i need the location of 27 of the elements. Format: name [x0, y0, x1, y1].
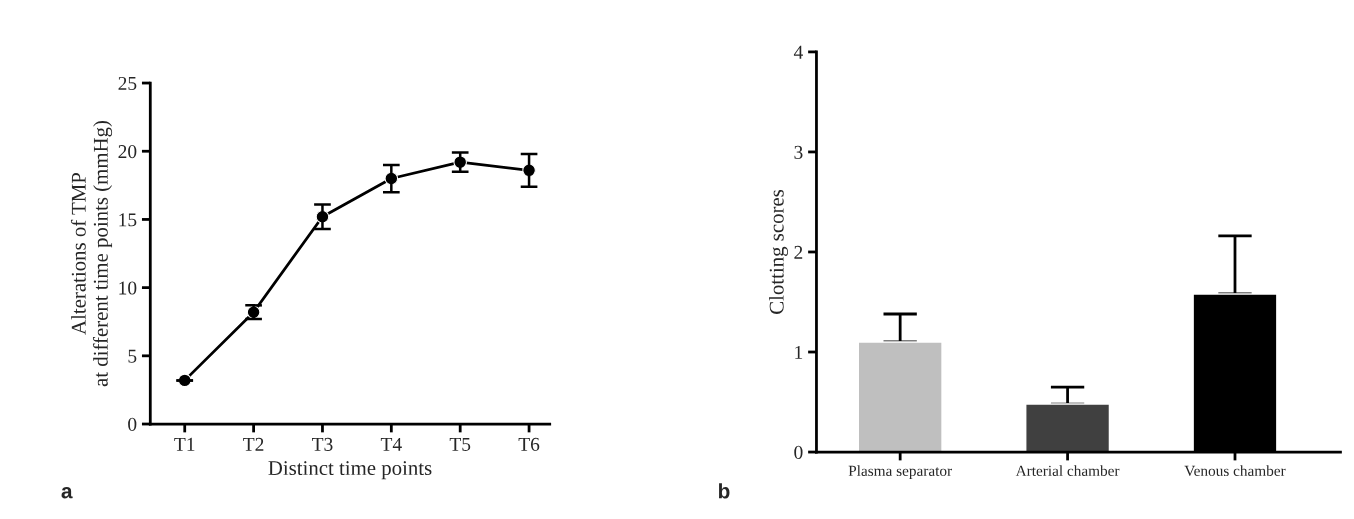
x-tick-label: T6: [518, 437, 540, 451]
y-tick-label: 2: [794, 245, 803, 259]
x-tick-label: Venous chamber: [1184, 465, 1286, 477]
y-tick-label: 0: [128, 417, 137, 431]
y-tick-label: 1: [795, 345, 803, 359]
x-tick-label: T3: [312, 437, 333, 451]
x-tick-label: Arterial chamber: [1015, 465, 1120, 476]
bar: [1025, 403, 1111, 453]
text: a: [61, 487, 73, 499]
x-axis-title: Distinct time points: [268, 461, 432, 480]
text: b: [718, 483, 730, 499]
x-tick-label: Plasma separator: [848, 465, 952, 480]
x-tick-label: T5: [449, 437, 471, 451]
y-tick-label: 0: [794, 445, 803, 459]
y-tick-label: 15: [119, 213, 137, 227]
bar: [857, 341, 943, 453]
x-tick-label: T1: [174, 437, 195, 451]
y-tick-label: 3: [794, 145, 803, 159]
y-tick-label: 25: [118, 76, 137, 90]
y-axis-title: Alterations of TMP at different time points (mmHg): [70, 120, 113, 387]
y-axis-title: Clotting scores: [769, 189, 788, 314]
y-tick-label: 5: [128, 349, 137, 363]
y-tick-label: 4: [793, 45, 803, 59]
x-tick-label: T4: [380, 437, 402, 451]
y-tick-label: 20: [118, 145, 137, 159]
y-tick-label: 10: [119, 281, 137, 295]
x-tick-label: T2: [243, 437, 264, 451]
